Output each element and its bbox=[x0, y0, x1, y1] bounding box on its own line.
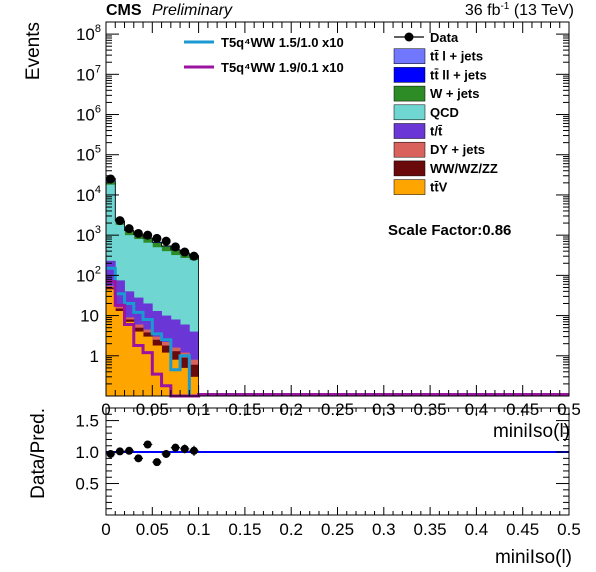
legend-label-4: t/t̄ bbox=[430, 124, 443, 139]
ratio-ytick-label-0: 0.5 bbox=[75, 475, 99, 494]
main-ytick-label-6: 106 bbox=[76, 104, 101, 125]
ratio-xtick-label-2: 0.1 bbox=[187, 520, 211, 539]
main-xlabel: miniIso(l) bbox=[493, 421, 570, 442]
ratio-point-0 bbox=[107, 450, 115, 458]
experiment-label: CMS bbox=[106, 2, 142, 19]
main-ytick-label-8: 108 bbox=[76, 23, 101, 44]
main-ytick-label-1: 10 bbox=[80, 307, 99, 326]
legend-label-7: tt̄V bbox=[430, 180, 448, 195]
ratio-xtick-label-6: 0.3 bbox=[372, 520, 396, 539]
ratio-xtick-label-1: 0.05 bbox=[136, 520, 169, 539]
ratio-ytick-label-2: 1.5 bbox=[75, 412, 99, 431]
legend-swatch-5 bbox=[394, 142, 425, 157]
lumi-energy: (13 TeV) bbox=[509, 2, 574, 19]
main-ytick-label-3: 103 bbox=[76, 224, 101, 245]
legend-label-3: QCD bbox=[430, 105, 459, 120]
main-ytick-label-5: 105 bbox=[76, 144, 101, 165]
legend-label-5: DY + jets bbox=[430, 142, 485, 157]
scale-factor-label: Scale Factor:0.86 bbox=[388, 222, 511, 239]
ratio-point-9 bbox=[190, 447, 198, 455]
legend-label-1: tt̄ ll + jets bbox=[430, 67, 487, 82]
ratio-xlabel: miniIso(l) bbox=[495, 547, 572, 568]
ratio-point-6 bbox=[162, 450, 170, 458]
ratio-content bbox=[106, 441, 569, 467]
ratio-xtick-label-0: 0 bbox=[101, 520, 110, 539]
legend-swatch-0 bbox=[394, 49, 425, 64]
data-point-6 bbox=[162, 237, 171, 246]
main-ytick-label-4: 104 bbox=[76, 184, 101, 205]
ratio-xtick-label-4: 0.2 bbox=[279, 520, 303, 539]
legend-label-6: WW/WZ/ZZ bbox=[430, 161, 498, 176]
ratio-xtick-label-7: 0.35 bbox=[414, 520, 447, 539]
ratio-ylabel: Data/Pred. bbox=[28, 408, 49, 499]
data-point-4 bbox=[143, 231, 152, 240]
ratio-ytick-label-1: 1.0 bbox=[75, 443, 99, 462]
data-point-3 bbox=[134, 229, 143, 238]
main-ytick-label-7: 107 bbox=[76, 63, 101, 84]
legend-swatch-6 bbox=[394, 161, 425, 176]
legend-swatch-7 bbox=[394, 180, 425, 195]
legend-data-label: Data bbox=[430, 30, 459, 45]
legend-signal-label-1: T5q⁴WW 1.9/0.1 x10 bbox=[221, 60, 344, 75]
ratio-xtick-label-3: 0.15 bbox=[228, 520, 261, 539]
ratio-xtick-label-8: 0.4 bbox=[465, 520, 489, 539]
ratio-point-4 bbox=[144, 441, 152, 449]
ratio-point-1 bbox=[116, 447, 124, 455]
data-point-1 bbox=[115, 216, 124, 225]
ratio-xtick-label-10: 0.5 bbox=[557, 520, 581, 539]
legend-label-2: W + jets bbox=[430, 86, 480, 101]
status-label: Preliminary bbox=[152, 2, 233, 19]
legend-swatch-4 bbox=[394, 124, 425, 139]
legend-swatch-1 bbox=[394, 67, 425, 82]
data-point-9 bbox=[189, 252, 198, 261]
ratio-point-5 bbox=[153, 458, 161, 466]
legend-signal-label-0: T5q⁴WW 1.5/1.0 x10 bbox=[221, 35, 344, 50]
signal-legend: T5q⁴WW 1.5/1.0 x10 T5q⁴WW 1.9/0.1 x10 bbox=[184, 35, 344, 75]
main-ylabel: Events bbox=[23, 22, 44, 80]
ratio-point-2 bbox=[125, 447, 133, 455]
ratio-xtick-label-5: 0.25 bbox=[321, 520, 354, 539]
legend-swatch-3 bbox=[394, 105, 425, 120]
data-point-5 bbox=[152, 234, 161, 243]
data-point-8 bbox=[180, 248, 189, 257]
legend-data-marker bbox=[405, 33, 414, 42]
legend-label-0: tt̄ l + jets bbox=[430, 49, 483, 64]
main-ytick-label-0: 1 bbox=[90, 347, 99, 366]
data-point-7 bbox=[171, 242, 180, 251]
main-ytick-label-2: 102 bbox=[76, 264, 101, 285]
legend-swatch-2 bbox=[394, 86, 425, 101]
ratio-point-8 bbox=[181, 445, 189, 453]
background-legend: Data tt̄ l + jets tt̄ ll + jets W + jets QCD… bbox=[394, 30, 498, 195]
lumi-label: 36 fb-1 (13 TeV) bbox=[465, 1, 574, 19]
ratio-xtick-label-9: 0.45 bbox=[506, 520, 539, 539]
ratio-point-7 bbox=[171, 444, 179, 452]
data-point-2 bbox=[125, 224, 134, 233]
lumi-main: 36 fb bbox=[465, 2, 501, 19]
ratio-point-3 bbox=[134, 454, 142, 462]
